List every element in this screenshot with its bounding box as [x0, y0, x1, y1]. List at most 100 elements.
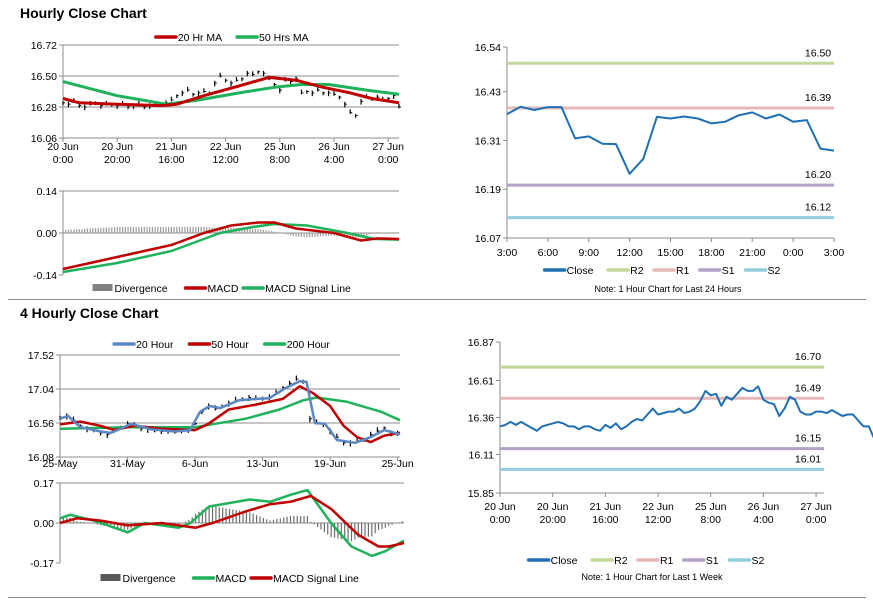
legend-item-50-hrs-ma: 50 Hrs MA [235, 32, 309, 44]
legend-item-r1: R1 [652, 265, 690, 277]
legend-item-r2: R2 [590, 555, 628, 567]
chart-four-hourly-macd: 0.17 0.00 -0.17 Divergence MACD MACD Signal L… [30, 478, 405, 585]
x-tick-label: 18:00 [698, 247, 724, 259]
chart-note: Note: 1 Hour Chart for Last 1 Week [582, 572, 723, 582]
x-tick-label: 20:00 [104, 154, 130, 166]
x-tick-label: 0:00 [806, 514, 827, 526]
x-tick-label: 26 Jun [748, 501, 780, 513]
x-tick-label: 3:00 [824, 247, 845, 259]
legend-label: Divergence [115, 283, 168, 295]
section-divider [8, 597, 866, 598]
legend-label: Close [567, 265, 594, 277]
y-tick-label: 16.43 [475, 87, 501, 99]
legend: 20 Hour 50 Hour 200 Hour [112, 339, 330, 351]
x-tick-label: 20 Jun [484, 501, 516, 513]
x-tick-label: 8:00 [270, 154, 291, 166]
section-divider [8, 299, 866, 300]
x-tick-label: 12:00 [645, 514, 671, 526]
series-line-50-hrs-ma [62, 80, 400, 106]
y-tick-label: 16.07 [475, 233, 501, 245]
x-tick-label: 21:00 [739, 247, 765, 259]
x-tick-label: 27 Jun [800, 501, 832, 513]
x-tick-label: 13-Jun [247, 458, 279, 470]
legend: Divergence MACD MACD Signal Line [92, 283, 351, 295]
chart-daily-levels: 16.54 16.43 16.31 16.19 16.07 3:00 6:00 9:00 12:… [475, 42, 845, 294]
y-tick-label: 16.54 [475, 42, 501, 54]
legend-label: R1 [660, 555, 674, 567]
series-line-20-hr-ma [62, 75, 400, 108]
legend-label: MACD Signal Line [265, 283, 351, 295]
legend-label: MACD [216, 573, 247, 585]
series-line-200-hour [59, 396, 401, 430]
x-tick-label: 25 Jun [695, 501, 727, 513]
level-label-r2: 16.50 [805, 47, 831, 59]
y-tick-label: 16.61 [468, 375, 494, 387]
y-tick-label: 16.72 [31, 40, 57, 52]
x-tick-label: 16:00 [158, 154, 184, 166]
legend-item-macd: MACD [191, 573, 247, 585]
legend-label: 20 Hour [136, 339, 174, 351]
legend-item-divergence: Divergence [100, 573, 176, 585]
y-tick-label: 0.17 [34, 478, 55, 490]
x-tick-label: 12:00 [616, 247, 642, 259]
legend-item-200-hour: 200 Hour [262, 339, 330, 351]
x-tick-label: 22 Jun [642, 501, 674, 513]
series-line-20-hour [59, 379, 401, 445]
legend-label: MACD [208, 283, 239, 295]
y-tick-label: 16.36 [468, 413, 494, 425]
level-label-s1: 16.15 [795, 433, 821, 445]
series-line-close [499, 385, 873, 439]
legend-item-close: Close [526, 555, 578, 567]
legend-label: R2 [630, 265, 644, 277]
y-tick-label: 0.14 [37, 186, 58, 198]
legend-label: R1 [676, 265, 690, 277]
y-tick-label: 0.00 [34, 518, 55, 530]
x-tick-label: 3:00 [497, 247, 518, 259]
legend-label: MACD Signal Line [273, 573, 359, 585]
legend-item-20-hour: 20 Hour [112, 339, 174, 351]
x-tick-label: 19-Jun [314, 458, 346, 470]
legend-item-r2: R2 [606, 265, 644, 277]
x-tick-label: 16:00 [592, 514, 618, 526]
level-label-s1: 16.20 [805, 169, 831, 181]
y-tick-label: 16.56 [28, 418, 54, 430]
legend-label: R2 [614, 555, 628, 567]
legend-item-20-hr-ma: 20 Hr MA [154, 32, 222, 44]
x-tick-label: 22 Jun [210, 141, 242, 153]
legend: Close R2 R1 S1 S2 [542, 265, 781, 277]
series-line-macd-signal-line [62, 222, 400, 274]
legend-item-macd: MACD [183, 283, 239, 295]
x-tick-label: 25-May [42, 458, 78, 470]
y-tick-label: 16.87 [468, 337, 494, 349]
x-tick-label: 20 Jun [537, 501, 569, 513]
legend-label: 50 Hour [211, 339, 249, 351]
legend-swatch [100, 574, 121, 581]
x-tick-label: 21 Jun [156, 141, 188, 153]
chart-hourly-macd: 0.14 0.00 -0.14 Divergence MACD MACD Signal L… [33, 186, 400, 295]
legend-label: S1 [706, 555, 719, 567]
legend-item-close: Close [542, 265, 594, 277]
x-tick-label: 0:00 [490, 514, 511, 526]
x-tick-label: 15:00 [657, 247, 683, 259]
x-tick-label: 21 Jun [590, 501, 622, 513]
y-tick-label: 16.50 [31, 71, 57, 83]
y-tick-label: 17.52 [28, 350, 54, 362]
legend: 20 Hr MA 50 Hrs MA [154, 32, 309, 44]
x-tick-label: 27 Jun [372, 141, 404, 153]
legend-item-divergence: Divergence [92, 283, 168, 295]
level-label-r1: 16.49 [795, 382, 821, 394]
x-tick-label: 6:00 [538, 247, 559, 259]
x-tick-label: 20 Jun [47, 141, 79, 153]
x-tick-label: 8:00 [701, 514, 722, 526]
legend-item-r1: R1 [636, 555, 674, 567]
x-tick-label: 25-Jun [382, 458, 414, 470]
y-tick-label: 16.31 [475, 135, 501, 147]
series-line-50-hour [59, 384, 401, 444]
y-tick-label: 16.28 [31, 102, 57, 114]
x-tick-label: 20 Jun [101, 141, 133, 153]
x-tick-label: 6-Jun [182, 458, 208, 470]
y-tick-label: -0.14 [33, 270, 57, 282]
x-tick-label: 4:00 [753, 514, 774, 526]
